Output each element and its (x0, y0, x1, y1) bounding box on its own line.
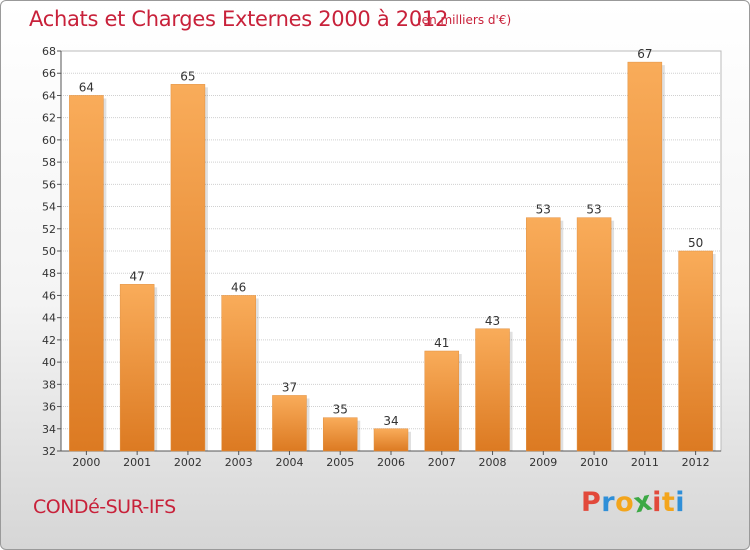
bar (627, 61, 663, 452)
y-tick-label: 32 (42, 445, 56, 458)
bar (678, 250, 713, 452)
y-tick-label: 44 (42, 312, 56, 325)
y-tick-label: 42 (42, 334, 56, 347)
bar (69, 95, 104, 452)
bar-value-label: 50 (688, 236, 703, 250)
logo-letter: i (652, 487, 662, 518)
y-tick-label: 66 (42, 67, 56, 80)
bar (576, 217, 612, 452)
bar (322, 417, 358, 452)
bar-value-label: 46 (231, 280, 246, 294)
bar-value-label: 34 (383, 414, 398, 428)
bar (373, 428, 409, 452)
y-tick-label: 38 (42, 378, 56, 391)
y-tick-label: 34 (42, 423, 56, 436)
logo-letter: i (675, 487, 686, 518)
y-tick-label: 40 (42, 356, 56, 369)
proxiti-logo[interactable]: Proxiti (581, 485, 686, 519)
chart-title: Achats et Charges Externes 2000 à 2012 (29, 7, 449, 31)
x-tick-label: 2006 (377, 456, 405, 469)
bar-value-label: 67 (637, 47, 652, 61)
y-tick-label: 54 (42, 201, 56, 214)
y-tick-label: 52 (42, 223, 56, 236)
logo-letter: r (601, 487, 616, 518)
y-tick-label: 36 (42, 401, 56, 414)
commune-name: CONDé-SUR-IFS (33, 496, 176, 518)
bar-value-label: 47 (130, 269, 145, 283)
x-tick-label: 2002 (174, 456, 202, 469)
x-tick-label: 2003 (225, 456, 253, 469)
bar (119, 284, 155, 452)
x-tick-label: 2009 (529, 456, 557, 469)
bar (170, 84, 206, 452)
logo-letter: t (661, 487, 676, 518)
x-tick-label: 2000 (72, 456, 100, 469)
bar-value-label: 43 (485, 314, 500, 328)
y-tick-label: 68 (42, 45, 56, 58)
x-tick-label: 2008 (479, 456, 507, 469)
y-tick-label: 60 (42, 134, 56, 147)
bar-value-label: 53 (536, 203, 551, 217)
bar (526, 217, 561, 452)
bar (424, 350, 460, 452)
bar (475, 328, 510, 452)
bar (221, 295, 256, 452)
x-tick-label: 2007 (428, 456, 456, 469)
y-tick-label: 56 (42, 178, 56, 191)
x-tick-label: 2004 (275, 456, 303, 469)
y-tick-label: 50 (42, 245, 56, 258)
y-tick-label: 64 (42, 89, 56, 102)
logo-letter: P (581, 487, 602, 518)
y-tick-label: 58 (42, 156, 56, 169)
y-tick-label: 62 (42, 112, 56, 125)
logo-letter: o (615, 487, 635, 518)
x-tick-label: 2011 (631, 456, 659, 469)
bar-value-label: 65 (180, 69, 195, 83)
chart-unit-label: (en milliers d'€) (417, 13, 512, 27)
bar-value-label: 41 (434, 336, 449, 350)
bar-value-label: 53 (586, 203, 601, 217)
x-tick-label: 2001 (123, 456, 151, 469)
bar-value-label: 64 (79, 80, 94, 94)
x-tick-label: 2010 (580, 456, 608, 469)
bar-value-label: 35 (333, 403, 348, 417)
bar-value-label: 37 (282, 380, 297, 394)
y-tick-label: 48 (42, 267, 56, 280)
bar (272, 395, 307, 452)
x-tick-label: 2012 (682, 456, 710, 469)
y-tick-label: 46 (42, 289, 56, 302)
x-tick-label: 2005 (326, 456, 354, 469)
